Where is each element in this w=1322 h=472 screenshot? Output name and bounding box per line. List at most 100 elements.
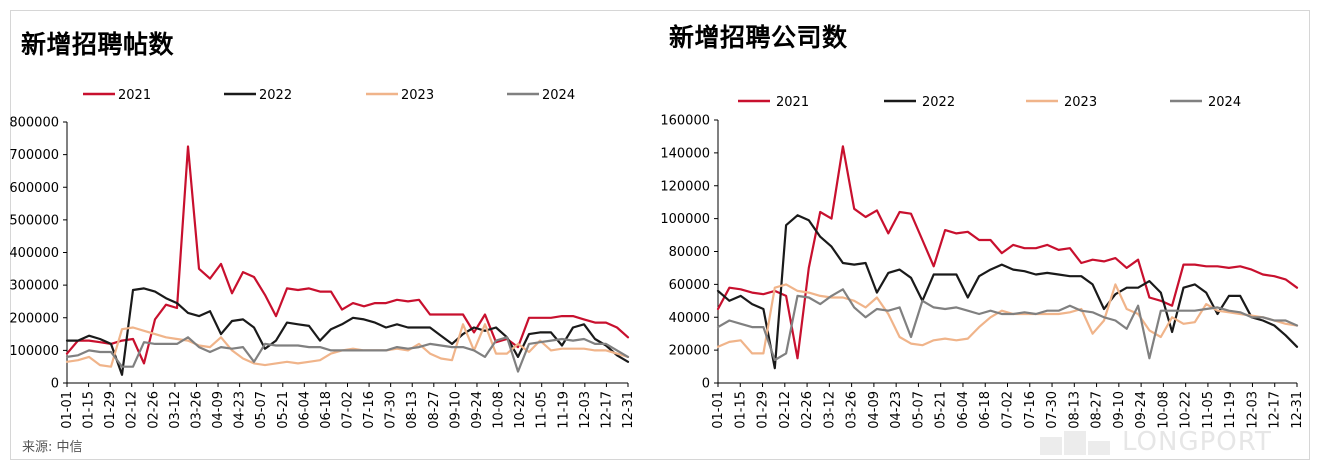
x-tick-label: 11-19 <box>556 391 571 429</box>
x-tick-label: 09-10 <box>448 391 463 429</box>
x-tick-label: 03-26 <box>189 391 204 429</box>
x-tick-label: 04-09 <box>867 391 882 429</box>
x-tick-label: 07-02 <box>1001 391 1016 429</box>
x-tick-label: 12-31 <box>621 391 636 429</box>
y-tick-label: 100000 <box>9 344 59 359</box>
x-tick-label: 03-12 <box>168 391 183 429</box>
x-tick-label: 12-31 <box>1290 391 1305 429</box>
x-tick-label: 04-09 <box>211 391 226 429</box>
x-tick-label: 11-05 <box>535 391 550 429</box>
x-tick-label: 10-22 <box>1179 391 1194 429</box>
legend-label-2024: 2024 <box>1208 95 1241 110</box>
legend-label-2023: 2023 <box>1064 95 1097 110</box>
x-tick-label: 07-30 <box>384 391 399 429</box>
watermark: LONGPORT <box>1040 425 1310 459</box>
y-tick-label: 300000 <box>9 279 59 294</box>
series-line-2024 <box>65 336 630 373</box>
x-tick-label: 07-02 <box>341 391 356 429</box>
chart-panel-posts: 新增招聘帖数 0 100000 200000 300000 400000 500000 60… <box>0 0 660 460</box>
series-line-2022 <box>716 214 1299 370</box>
x-tick-label: 09-24 <box>470 391 485 429</box>
x-tick-label: 12-17 <box>599 391 614 429</box>
chart-title-companies: 新增招聘公司数 <box>669 23 848 52</box>
x-tick-label: 10-08 <box>1156 391 1171 429</box>
figure-frame <box>10 10 1310 460</box>
legend-label-2022: 2022 <box>259 88 292 103</box>
y-tick-label: 120000 <box>660 179 710 194</box>
x-tick-label: 11-19 <box>1223 391 1238 429</box>
y-tick-label: 700000 <box>9 148 59 163</box>
x-tick-label: 06-04 <box>956 391 971 429</box>
series-line-2022 <box>65 287 630 376</box>
series-line-2024 <box>716 288 1299 362</box>
legend-label-2021: 2021 <box>118 88 151 103</box>
x-tick-label: 03-26 <box>845 391 860 429</box>
x-tick-label: 07-16 <box>362 391 377 429</box>
x-tick-label: 04-23 <box>233 391 248 429</box>
y-tick-label: 60000 <box>669 278 710 293</box>
x-tick-label: 03-12 <box>822 391 837 429</box>
legend-label-2021: 2021 <box>776 95 809 110</box>
chart-panel-companies: 新增招聘公司数 0 20000 40000 60000 80000 100000 12000… <box>655 0 1322 460</box>
x-tick-label: 06-18 <box>978 391 993 429</box>
x-tick-label: 02-12 <box>778 391 793 429</box>
x-tick-label: 06-04 <box>297 391 312 429</box>
series-line-2023 <box>716 283 1299 355</box>
legend-label-2023: 2023 <box>401 88 434 103</box>
x-tick-label: 09-24 <box>1134 391 1149 429</box>
x-tick-label: 08-27 <box>1090 391 1105 429</box>
y-tick-label: 100000 <box>660 212 710 227</box>
chart-posts: 0 100000 200000 300000 400000 500000 600000 700… <box>9 88 636 429</box>
watermark-text: LONGPORT <box>1122 427 1272 457</box>
x-tick-label: 12-17 <box>1268 391 1283 429</box>
source-note: 来源: 中信 <box>22 440 83 455</box>
legend-label-2024: 2024 <box>542 88 575 103</box>
x-tick-label: 05-07 <box>911 391 926 429</box>
y-tick-label: 0 <box>702 377 710 392</box>
y-tick-label: 80000 <box>669 245 710 260</box>
watermark-logo-icon <box>1040 431 1110 455</box>
x-tick-label: 05-21 <box>934 391 949 429</box>
legend-label-2022: 2022 <box>922 95 955 110</box>
x-tick-label: 08-27 <box>427 391 442 429</box>
x-tick-label: 02-26 <box>146 391 161 429</box>
x-tick-label: 01-29 <box>756 391 771 429</box>
y-tick-label: 40000 <box>669 311 710 326</box>
y-tick-label: 400000 <box>9 246 59 261</box>
x-tick-label: 08-13 <box>1067 391 1082 429</box>
x-tick-label: 02-12 <box>125 391 140 429</box>
x-tick-label: 01-01 <box>711 391 726 429</box>
x-tick-label: 05-07 <box>254 391 269 429</box>
x-tick-label: 08-13 <box>405 391 420 429</box>
x-tick-label: 12-03 <box>1245 391 1260 429</box>
x-tick-label: 01-29 <box>103 391 118 429</box>
chart-companies: 0 20000 40000 60000 80000 100000 120000 140000 1… <box>660 95 1305 429</box>
y-tick-label: 20000 <box>669 344 710 359</box>
x-tick-label: 12-03 <box>578 391 593 429</box>
x-tick-label: 10-08 <box>492 391 507 429</box>
x-tick-label: 01-15 <box>82 391 97 429</box>
x-tick-label: 06-18 <box>319 391 334 429</box>
x-tick-label: 05-21 <box>276 391 291 429</box>
x-tick-label: 09-10 <box>1112 391 1127 429</box>
y-tick-label: 800000 <box>9 116 59 131</box>
y-tick-label: 600000 <box>9 181 59 196</box>
x-tick-label: 11-05 <box>1201 391 1216 429</box>
y-tick-label: 200000 <box>9 311 59 326</box>
plot-group: 0 100000 200000 300000 400000 500000 600000 700… <box>9 88 636 429</box>
x-tick-label: 10-22 <box>513 391 528 429</box>
chart-title-posts: 新增招聘帖数 <box>21 30 175 59</box>
y-tick-label: 0 <box>51 377 59 392</box>
x-tick-label: 07-30 <box>1045 391 1060 429</box>
series-line-2021 <box>716 145 1299 360</box>
x-tick-label: 07-16 <box>1023 391 1038 429</box>
x-tick-label: 01-01 <box>60 391 75 429</box>
x-tick-label: 01-15 <box>733 391 748 429</box>
x-tick-label: 02-26 <box>800 391 815 429</box>
y-tick-label: 160000 <box>660 114 710 129</box>
y-tick-label: 500000 <box>9 213 59 228</box>
series-line-2021 <box>65 145 630 365</box>
x-tick-label: 04-23 <box>889 391 904 429</box>
plot-group: 0 20000 40000 60000 80000 100000 120000 140000 1… <box>660 95 1305 429</box>
y-tick-label: 140000 <box>660 146 710 161</box>
